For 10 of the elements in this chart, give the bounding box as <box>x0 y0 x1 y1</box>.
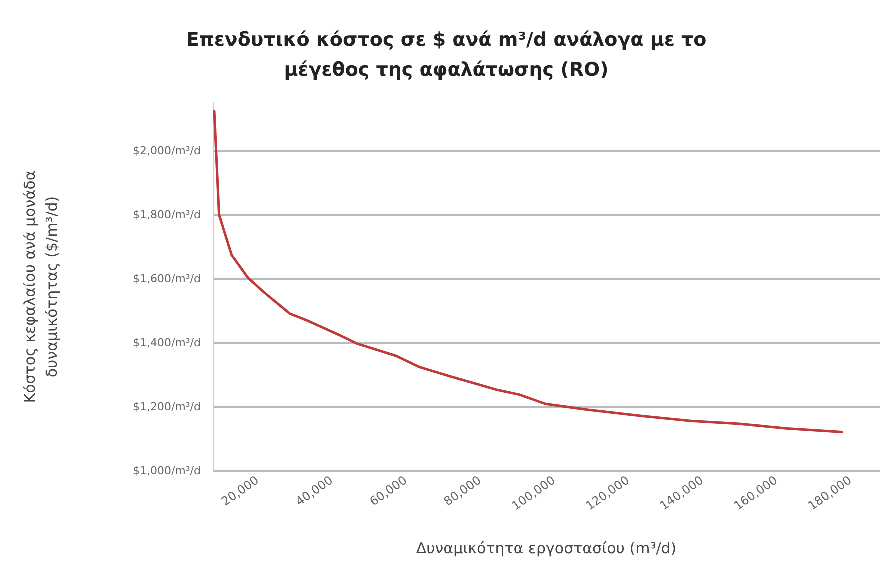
y-tick-label: $1,800/m³/d <box>132 208 201 222</box>
y-tick-label: $1,400/m³/d <box>132 336 201 350</box>
x-axis-title: Δυναμικότητα εργοστασίου (m³/d) <box>416 540 677 558</box>
chart-title: Επενδυτικό κόστος σε $ ανά m³/d ανάλογα με το μέγεθος της αφαλάτωσης (RO) <box>186 29 707 81</box>
line-series <box>213 110 844 434</box>
y-tick-label: $1,200/m³/d <box>132 400 201 414</box>
y-tick-label: $2,000/m³/d <box>132 144 201 158</box>
y-axis-title: Κόστος κεφαλαίου ανά μονάδα δυναμικότητας ($/m³/d) <box>21 170 61 404</box>
y-tick-label: $1,000/m³/d <box>132 464 201 478</box>
y-tick-label: $1,600/m³/d <box>132 272 201 286</box>
